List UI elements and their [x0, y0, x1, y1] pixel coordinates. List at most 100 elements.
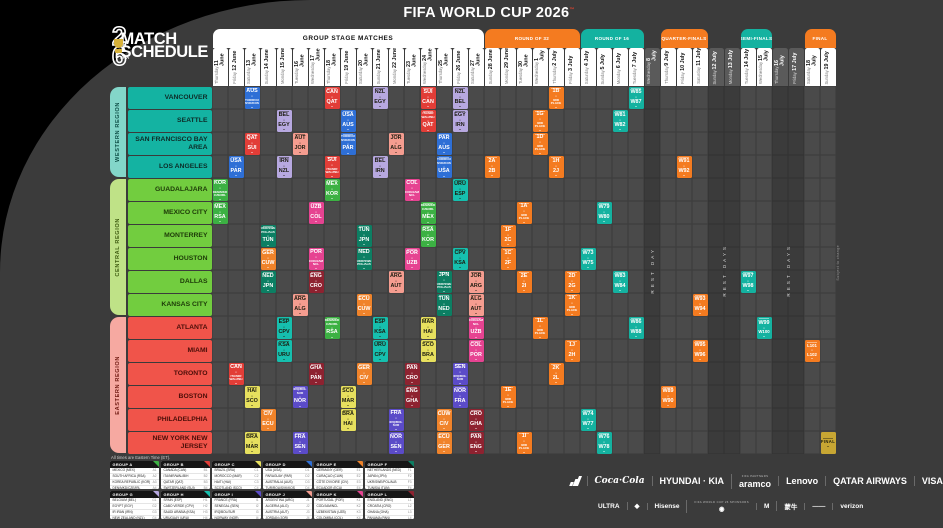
grid-cell: [292, 86, 308, 109]
group-team-name: CABO VERDE (CPV): [163, 504, 194, 509]
date-day: Thursday: [773, 66, 779, 84]
versus-separator: v: [347, 394, 349, 398]
grid-cell: [644, 86, 660, 109]
grid-cell: [516, 224, 532, 247]
versus-separator: v: [379, 164, 381, 168]
date-value: 11 July: [696, 48, 703, 67]
date-header: Saturday 18 July: [804, 48, 820, 86]
grid-cell: [692, 408, 708, 431]
match-cell: NOR v FRA: [452, 385, 468, 408]
final-match-cell: FINAL: [820, 431, 836, 454]
grid-cell: [548, 385, 564, 408]
grid-cell: [516, 247, 532, 270]
group-team-row: GHANA (GHA) L3: [365, 510, 414, 516]
match-cell: ESP v CPV: [276, 316, 292, 339]
date-day: Saturday: [245, 67, 251, 84]
group-team-row: AUSTRALIA (AUS) D3: [263, 480, 312, 486]
grid-cell: [788, 155, 804, 178]
group-team-name: NEW ZEALAND (NZL): [112, 516, 145, 519]
team-code: PAN: [470, 434, 482, 441]
group-team-row: MEXICO (MEX) A1: [110, 468, 159, 474]
date-text: Thursday 2 July: [552, 50, 558, 84]
grid-cell: [612, 132, 628, 155]
grid-cell: [228, 132, 244, 155]
grid-cell: [692, 155, 708, 178]
versus-separator: v: [347, 417, 349, 421]
versus-separator: v: [539, 117, 541, 122]
team-playoff-code: TUR/ROU SVK/KOS: [244, 97, 260, 106]
grid-cell: [724, 224, 740, 247]
team-playoff-code: 3RD PLACE: [550, 97, 562, 106]
match-cell: W86 v W88: [628, 316, 644, 339]
diamond-logo: ◆: [626, 502, 647, 510]
team-code: ARG: [390, 273, 402, 280]
wordmark-logo-text: ——: [812, 502, 826, 510]
match-cell: 1H v 2J: [548, 155, 564, 178]
team-code: USA: [342, 112, 354, 119]
team-code: W77: [582, 420, 594, 427]
grid-cell: [772, 109, 788, 132]
team-playoff-code: DEN/MKD CZE/IRL: [324, 318, 340, 326]
group-team-name: SWITZERLAND (SUI): [163, 486, 195, 489]
group-team-position: L1: [407, 498, 412, 503]
rest-day-column: REST DAYS: [772, 86, 804, 454]
grid-cell: [436, 385, 452, 408]
grid-cell: [228, 86, 244, 109]
grid-cell: [676, 316, 692, 339]
versus-separator: v: [251, 440, 253, 444]
group-team-row: SENEGAL (SEN) I2: [212, 504, 261, 510]
grid-cell: [276, 201, 292, 224]
versus-separator: v: [267, 279, 269, 283]
date-value: 19 July: [824, 50, 831, 69]
date-header: Saturday 27 June: [468, 48, 484, 86]
match-cell: MEX v RSA: [212, 201, 228, 224]
match-cell: POR v UZB: [404, 247, 420, 270]
grid-cell: [388, 155, 404, 178]
grid-cell: [356, 201, 372, 224]
date-value: 11 June: [213, 52, 225, 66]
match-cell: 2D v 2G: [564, 270, 580, 293]
hisense-logo: Hisense: [646, 502, 687, 510]
grid-cell: [452, 408, 468, 431]
date-text: Saturday 13 June: [245, 48, 258, 84]
match-cell: CIV v ECU: [260, 408, 276, 431]
group-team-position: D4: [305, 486, 310, 489]
versus-separator: v: [667, 394, 669, 398]
city-label-seattle: SEATTLE: [127, 109, 212, 132]
grid-cell: [724, 86, 740, 109]
grid-cell: [500, 155, 516, 178]
match-cell: DEN/MKD CZE/IRL v MEX: [420, 201, 436, 224]
grid-cell: [580, 224, 596, 247]
city-label-miami: MIAMI: [127, 339, 212, 362]
group-box-e: GROUP E GERMANY (GER) E1 CURAÇAO (CUW) E2 CÔT…: [314, 461, 363, 489]
grid-cell: [372, 224, 388, 247]
grid-cell: [532, 224, 548, 247]
grid-cell: [452, 339, 468, 362]
team-code: CRO: [310, 282, 322, 289]
region-strip-eastern: EASTERN REGION: [110, 317, 126, 453]
group-box-header: GROUP C: [212, 461, 261, 468]
grid-cell: [244, 247, 260, 270]
grid-cell: [532, 86, 548, 109]
match-cell: ECU v GER: [436, 431, 452, 454]
grid-cell: [740, 339, 756, 362]
grid-cell: [244, 293, 260, 316]
team-code: HAI: [423, 328, 433, 335]
date-header: Tuesday 16 June: [292, 48, 308, 86]
grid-cell: [452, 431, 468, 454]
team-code: IRN: [279, 158, 289, 165]
grid-cell: [532, 408, 548, 431]
grid-cell: [372, 270, 388, 293]
date-day: Wednesday: [533, 61, 539, 84]
team-code: RSA: [326, 329, 338, 336]
grid-cell: [708, 270, 724, 293]
group-box-header: GROUP H: [161, 491, 210, 498]
phase-header-round-of-32: ROUND OF 32: [484, 29, 580, 48]
grid-cell: [356, 270, 372, 293]
date-day: Tuesday: [632, 68, 638, 84]
match-cell: 1F v 2C: [500, 224, 516, 247]
date-text: Friday 26 June: [456, 51, 462, 84]
grid-cell: [276, 293, 292, 316]
match-cell: NED v UKR/SWE POL/ALB: [356, 247, 372, 270]
grid-cell: [324, 109, 340, 132]
